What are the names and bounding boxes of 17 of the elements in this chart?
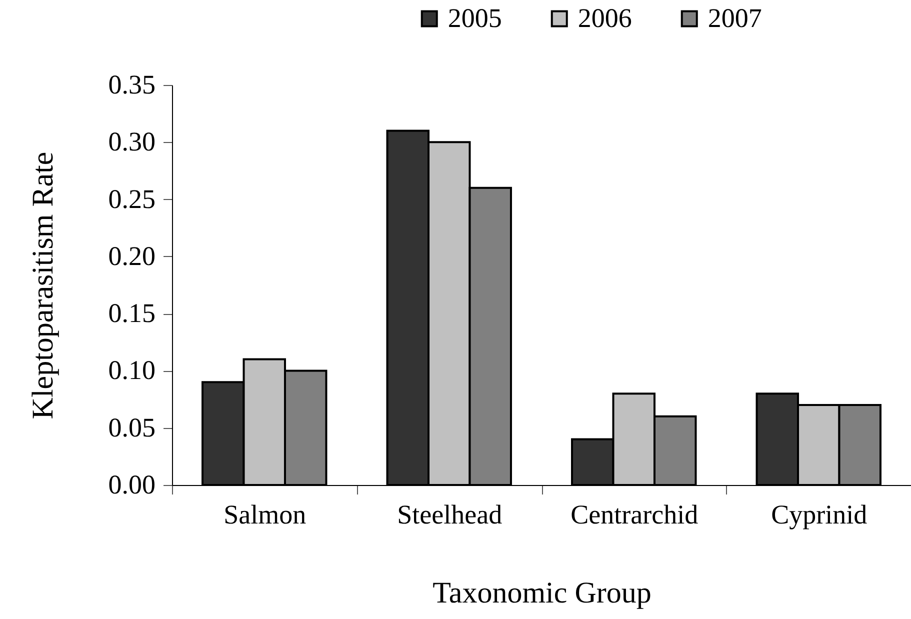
legend-label: 2007 <box>708 2 762 33</box>
y-axis-title: Kleptoparasitism Rate <box>26 152 60 420</box>
y-tick-label: 0.05 <box>108 412 156 442</box>
y-tick-label: 0.30 <box>108 126 156 157</box>
x-tick-label: Cyprinid <box>771 500 868 530</box>
x-tick-label: Salmon <box>224 500 307 530</box>
x-tick-label: Centrarchid <box>570 500 699 530</box>
y-tick-label: 0.10 <box>108 355 156 386</box>
x-tick-label: Steelhead <box>397 500 503 530</box>
legend-label: 2006 <box>578 2 632 33</box>
legend-label: 2005 <box>448 2 502 33</box>
y-tick-label: 0.00 <box>108 470 156 500</box>
x-axis-title: Taxonomic Group <box>432 576 652 610</box>
y-tick-label: 0.15 <box>108 298 156 328</box>
y-tick-label: 0.35 <box>108 70 156 100</box>
y-tick-label: 0.20 <box>108 240 156 271</box>
y-tick-label: 0.25 <box>108 184 156 214</box>
